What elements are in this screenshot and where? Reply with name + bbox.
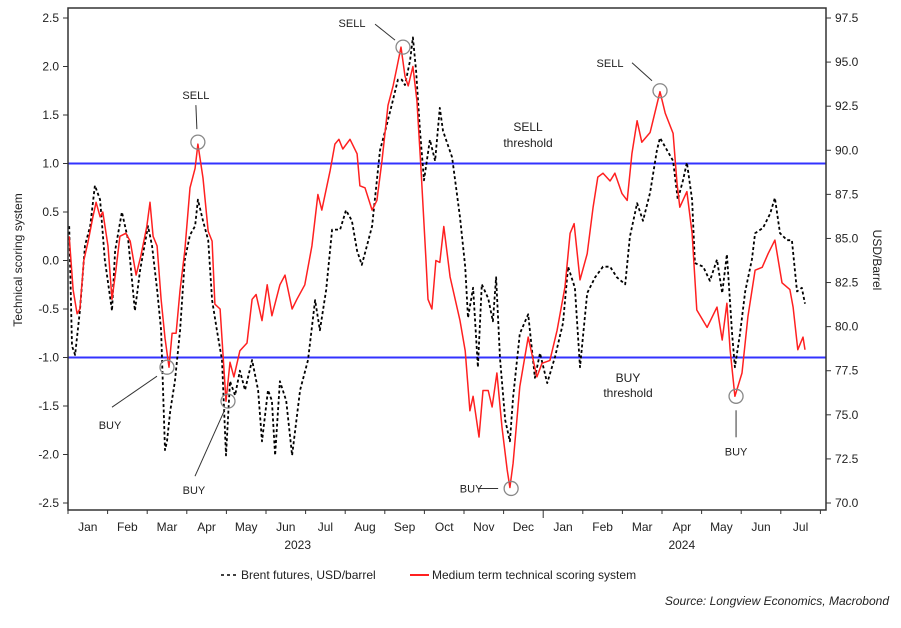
signal-marker bbox=[159, 359, 175, 375]
series-lines bbox=[68, 36, 806, 489]
sell-threshold-label: SELL bbox=[513, 120, 543, 134]
buy-threshold-label-2: threshold bbox=[603, 386, 652, 400]
annotation-leader-line bbox=[631, 62, 653, 82]
buy-threshold-label: BUY bbox=[616, 371, 641, 385]
x-tick-label: Jul bbox=[793, 520, 808, 534]
buy-signal-label: BUY bbox=[460, 483, 483, 495]
right-axis-title: USD/Barrel bbox=[870, 230, 884, 291]
left-tick-label: -0.5 bbox=[38, 302, 59, 316]
x-tick-label: Jan bbox=[78, 520, 97, 534]
right-tick-label: 80.0 bbox=[835, 320, 859, 334]
signal-marker bbox=[503, 480, 519, 497]
x-tick-label: Jun bbox=[751, 520, 770, 534]
annotations: SELL BUY BUY SELL BUY SELL BUY bbox=[99, 18, 748, 497]
x-tick-label: Oct bbox=[435, 520, 454, 534]
x-tick-label: Feb bbox=[117, 520, 138, 534]
right-tick-label: 87.5 bbox=[835, 187, 859, 201]
annotation-leader-line bbox=[374, 23, 396, 41]
left-tick-label: -1.5 bbox=[38, 399, 59, 413]
x-year-label: 2024 bbox=[668, 538, 695, 552]
x-tick-label: Jan bbox=[553, 520, 572, 534]
x-tick-label: May bbox=[235, 520, 258, 534]
x-tick-label: Mar bbox=[157, 520, 178, 534]
left-tick-label: -1.0 bbox=[38, 351, 59, 365]
left-tick-label: 1.0 bbox=[42, 157, 59, 171]
buy-signal-label: BUY bbox=[183, 485, 206, 497]
left-tick-label: 0.0 bbox=[42, 254, 59, 268]
legend-label-brent: Brent futures, USD/barrel bbox=[241, 568, 376, 582]
buy-signal-label: BUY bbox=[99, 420, 122, 432]
annotation-leader-line bbox=[195, 105, 198, 130]
axes: 2.5 2.0 1.5 1.0 0.5 0.0 -0.5 -1.0 -1.5 -2.0 -2.5 97… bbox=[38, 11, 858, 552]
left-tick-label: 1.5 bbox=[42, 108, 59, 122]
sell-signal-label: SELL bbox=[339, 18, 366, 30]
buy-signal-label: BUY bbox=[725, 446, 748, 458]
x-tick-label: Aug bbox=[354, 520, 375, 534]
right-tick-label: 95.0 bbox=[835, 55, 859, 69]
brent-price-line bbox=[68, 36, 806, 457]
x-tick-label: Nov bbox=[473, 520, 494, 534]
right-tick-label: 85.0 bbox=[835, 231, 859, 245]
sell-signal-label: SELL bbox=[182, 90, 209, 102]
x-tick-label: Sep bbox=[394, 520, 416, 534]
right-tick-label: 75.0 bbox=[835, 408, 859, 422]
plot-frame bbox=[67, 7, 827, 511]
sell-signal-label: SELL bbox=[597, 58, 624, 70]
x-tick-label: Feb bbox=[592, 520, 613, 534]
right-tick-label: 97.5 bbox=[835, 11, 859, 25]
x-tick-label: Jun bbox=[276, 520, 295, 534]
x-tick-label: May bbox=[710, 520, 733, 534]
source-note: Source: Longview Economics, Macrobond bbox=[665, 594, 889, 608]
legend-label-score: Medium term technical scoring system bbox=[432, 568, 636, 582]
signal-marker bbox=[395, 39, 411, 55]
annotation-leader-line bbox=[111, 375, 158, 408]
x-tick-label: Apr bbox=[672, 520, 691, 534]
legend: Brent futures, USD/barrel Medium term te… bbox=[221, 568, 636, 582]
right-tick-label: 77.5 bbox=[835, 364, 859, 378]
signal-marker bbox=[728, 388, 744, 404]
right-tick-label: 90.0 bbox=[835, 143, 859, 157]
threshold-lines bbox=[68, 162, 826, 359]
left-axis-title: Technical scoring system bbox=[11, 193, 25, 326]
sell-threshold-label-2: threshold bbox=[503, 136, 552, 150]
right-tick-label: 82.5 bbox=[835, 276, 859, 290]
technical-score-line bbox=[68, 46, 806, 489]
left-tick-label: 2.0 bbox=[42, 60, 59, 74]
x-tick-label: Mar bbox=[632, 520, 653, 534]
left-tick-label: 2.5 bbox=[42, 11, 59, 25]
x-year-label: 2023 bbox=[284, 538, 311, 552]
left-tick-label: -2.0 bbox=[38, 448, 59, 462]
left-tick-label: -2.5 bbox=[38, 496, 59, 510]
x-tick-label: Dec bbox=[513, 520, 534, 534]
right-tick-label: 92.5 bbox=[835, 99, 859, 113]
signal-marker bbox=[220, 393, 236, 409]
right-tick-label: 72.5 bbox=[835, 452, 859, 466]
signal-marker bbox=[652, 83, 668, 99]
x-tick-label: Jul bbox=[318, 520, 333, 534]
annotation-leader-line bbox=[194, 408, 226, 477]
left-tick-label: 0.5 bbox=[42, 205, 59, 219]
right-tick-label: 70.0 bbox=[835, 496, 859, 510]
x-tick-label: Apr bbox=[197, 520, 216, 534]
signal-marker bbox=[190, 134, 206, 150]
